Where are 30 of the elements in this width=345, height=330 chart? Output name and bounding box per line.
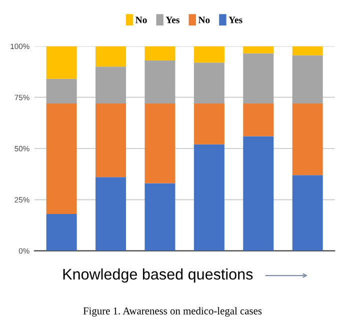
bar [46,214,77,251]
bar [292,103,323,176]
bar [194,103,224,144]
legend-label: Yes [228,16,242,24]
caption: Figure 1. Awareness on medico-legal cases [83,307,262,317]
bar [292,55,323,104]
bar [292,175,323,251]
bar [292,46,323,56]
bar [194,46,224,63]
bar [144,46,176,61]
bar [144,103,176,184]
bar [243,103,274,136]
x-axis-title: Knowledge based questions [63,268,253,283]
bar [144,60,176,104]
bar [46,103,77,214]
bar [96,66,126,104]
bar [96,103,126,178]
bar [96,177,126,251]
bar [243,53,274,104]
bar [46,78,77,104]
bar [243,136,274,251]
legend-label: No [136,16,147,24]
legend-label: Yes [166,16,180,24]
bar [46,46,77,79]
bar [96,46,126,67]
bar [194,144,224,251]
bar [243,46,274,54]
legend-label: No [198,16,210,24]
bar [194,62,224,104]
bar [144,183,176,251]
